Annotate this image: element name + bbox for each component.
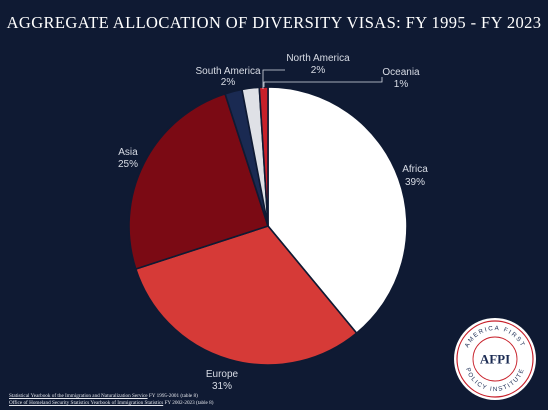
slice-label-oceania: Oceania	[382, 67, 420, 78]
slice-value-north-america: 2%	[311, 65, 326, 76]
slice-label-south-america: South America	[195, 66, 260, 77]
pie-slices	[128, 86, 408, 366]
source-link-1[interactable]: Statistical Yearbook of the Immigration …	[9, 393, 148, 399]
slice-label-africa: Africa	[402, 164, 428, 175]
slice-value-oceania: 1%	[394, 79, 409, 90]
slice-label-north-america: North America	[286, 53, 350, 64]
slice-value-africa: 39%	[405, 177, 425, 188]
source-detail-1: FY 1995-2001 (table 8)	[147, 393, 198, 399]
chart-title: AGGREGATE ALLOCATION OF DIVERSITY VISAS:…	[6, 13, 542, 32]
leader-line-north-america	[262, 69, 285, 89]
slice-value-europe: 31%	[212, 381, 232, 392]
slice-label-asia: Asia	[118, 147, 138, 158]
pie-slice-africa	[267, 86, 408, 335]
leader-lines	[262, 69, 383, 89]
afpi-logo: AMERICA FIRST POLICY INSTITUTE AFPI	[454, 318, 536, 400]
source-detail-2: FY 2002-2023 (table 8)	[163, 400, 214, 406]
source-note-1: Statistical Yearbook of the Immigration …	[9, 393, 198, 399]
slice-label-europe: Europe	[206, 369, 239, 380]
pie-slice-europe	[134, 225, 358, 366]
slice-value-asia: 25%	[118, 159, 138, 170]
source-link-2[interactable]: Office of Homeland Security Statistics Y…	[9, 400, 164, 406]
pie-slice-oceania	[258, 86, 269, 227]
source-note-2: Office of Homeland Security Statistics Y…	[9, 400, 213, 406]
pie-slice-asia	[128, 92, 270, 270]
leader-line-oceania	[263, 77, 383, 87]
logo-mark: AFPI	[480, 352, 510, 367]
slice-value-south-america: 2%	[221, 77, 236, 88]
